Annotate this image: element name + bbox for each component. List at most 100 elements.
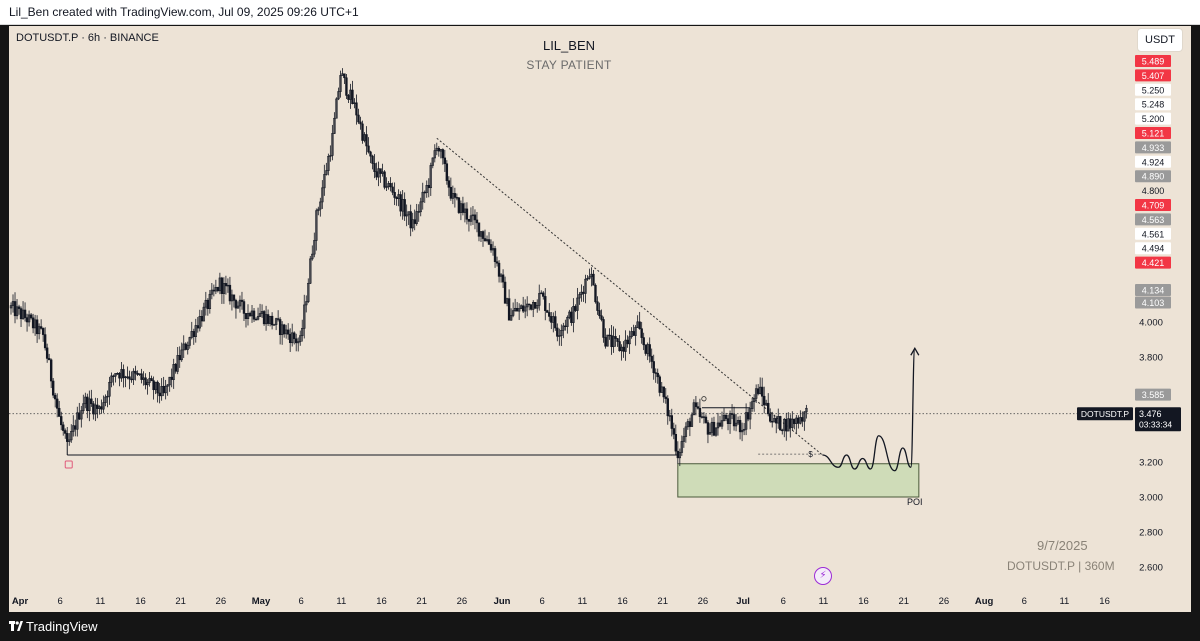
candle (620, 344, 623, 361)
poi-label: POI (907, 497, 923, 507)
candle (27, 310, 31, 327)
price-chart[interactable]: 4.000 3.800 3.200 3.000 2.800 2.600 Apr 6 11 16 2… (9, 26, 1191, 612)
price-scale-label: 5.407 (1135, 69, 1171, 82)
candle (479, 231, 483, 243)
candle (365, 126, 368, 155)
candle (469, 207, 473, 226)
candle (307, 278, 310, 304)
symbol-info[interactable]: DOTUSDT.P · 6h · BINANCE (16, 32, 159, 44)
candle (363, 132, 366, 143)
candle (152, 376, 155, 400)
candle (799, 410, 802, 425)
candle (421, 182, 424, 210)
candle (650, 348, 653, 369)
x-tick-label: Jun (494, 596, 511, 607)
candle (315, 208, 318, 251)
sweep-marker-icon: $ (808, 450, 813, 459)
candle-series (9, 68, 808, 467)
candle (403, 192, 406, 221)
candle (172, 358, 175, 389)
svg-text:4.709: 4.709 (1142, 201, 1165, 211)
candle (503, 276, 507, 304)
candle (453, 187, 457, 208)
candle (272, 323, 276, 326)
candle (740, 422, 744, 442)
candle (662, 386, 665, 403)
price-scale: 4.000 3.800 3.200 3.000 2.800 2.600 (1139, 318, 1163, 574)
y-tick-label: 2.800 (1139, 528, 1163, 539)
candle (381, 163, 384, 177)
candle (775, 415, 778, 434)
candle (214, 279, 218, 295)
x-tick-label: 16 (376, 596, 387, 607)
candle (752, 394, 756, 412)
x-tick-label: 21 (657, 596, 668, 607)
svg-text:5.250: 5.250 (1142, 85, 1165, 95)
x-tick-label: 16 (135, 596, 146, 607)
lightning-icon[interactable]: ⚡ (814, 567, 832, 585)
candle (455, 193, 459, 201)
svg-text:4.933: 4.933 (1142, 143, 1165, 153)
candle (771, 411, 774, 428)
candle (495, 256, 499, 267)
candle (684, 422, 688, 443)
level-price-tag: 3.585 (1135, 388, 1171, 401)
candle (250, 304, 254, 323)
last-price-symbol: DOTUSDT.P (1081, 409, 1130, 419)
candle (634, 325, 637, 346)
candle (323, 164, 326, 196)
candle (642, 332, 645, 351)
candle (72, 415, 75, 437)
candle (654, 368, 657, 383)
candle (86, 393, 89, 419)
candle (756, 384, 760, 396)
candle (670, 408, 673, 437)
candle (445, 160, 449, 185)
candle (292, 331, 296, 345)
candle (31, 313, 35, 334)
candle (676, 441, 680, 464)
candle (268, 315, 272, 327)
x-tick-label: Aug (975, 596, 994, 607)
candle (564, 319, 567, 331)
candle (224, 275, 228, 295)
candle (35, 315, 39, 343)
x-tick-label: 26 (939, 596, 950, 607)
candle (546, 309, 549, 313)
currency-button[interactable]: USDT (1137, 28, 1183, 52)
candle (66, 427, 69, 442)
candle (260, 304, 264, 318)
candle (23, 302, 27, 322)
candle (110, 372, 113, 388)
candle (192, 328, 195, 345)
candle (286, 323, 290, 340)
x-tick-label: 21 (175, 596, 186, 607)
candle (540, 290, 543, 295)
candle (610, 325, 613, 355)
candle (196, 317, 199, 333)
price-scale-label: 5.250 (1135, 83, 1171, 96)
candle (423, 190, 426, 203)
candle (748, 401, 752, 430)
tradingview-footer: TradingView (0, 612, 1200, 641)
candle (58, 400, 61, 417)
y-tick-label: 4.000 (1139, 318, 1163, 329)
candle (327, 153, 330, 176)
candle (238, 295, 242, 313)
candle (696, 402, 700, 410)
candle (15, 299, 19, 320)
svg-text:4.134: 4.134 (1142, 286, 1165, 296)
candle (552, 312, 555, 333)
candle (477, 222, 481, 242)
x-tick-label: 16 (1099, 596, 1110, 607)
candle (202, 302, 206, 322)
candle (730, 404, 734, 420)
chart-area[interactable]: 4.000 3.800 3.200 3.000 2.800 2.600 Apr 6 11 16 2… (9, 26, 1191, 612)
candle (373, 154, 376, 179)
x-tick-label: 21 (416, 596, 427, 607)
candle (718, 415, 722, 428)
candle (230, 289, 234, 311)
candle (317, 206, 320, 216)
candle (566, 315, 569, 334)
candle (712, 416, 716, 437)
